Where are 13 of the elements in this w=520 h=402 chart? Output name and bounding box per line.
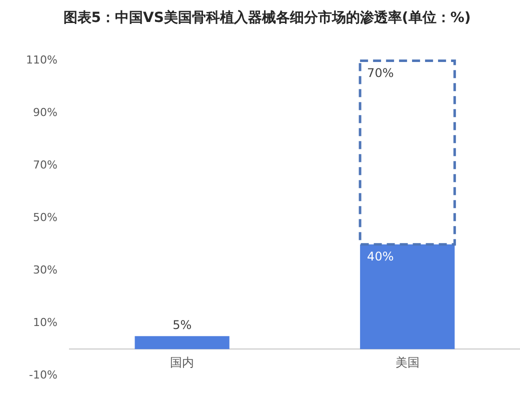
y-tick-label: 10% [32,316,58,329]
y-tick-label: 70% [32,158,58,172]
chart-title: 图表5：中国VS美国骨科植入器械各细分市场的渗透率(单位：%) [63,9,471,26]
x-tick-label: 国内 [170,356,194,370]
y-tick-label: 90% [32,106,58,120]
y-tick-label: 50% [32,210,58,224]
data-label: 40% [367,249,394,264]
data-label: 5% [172,318,192,332]
y-tick-label: -10% [29,368,58,382]
y-tick-label: 110% [26,54,58,67]
data-label: 70% [367,66,394,80]
y-tick-label: 30% [32,263,58,276]
x-tick-label: 美国 [395,356,420,370]
